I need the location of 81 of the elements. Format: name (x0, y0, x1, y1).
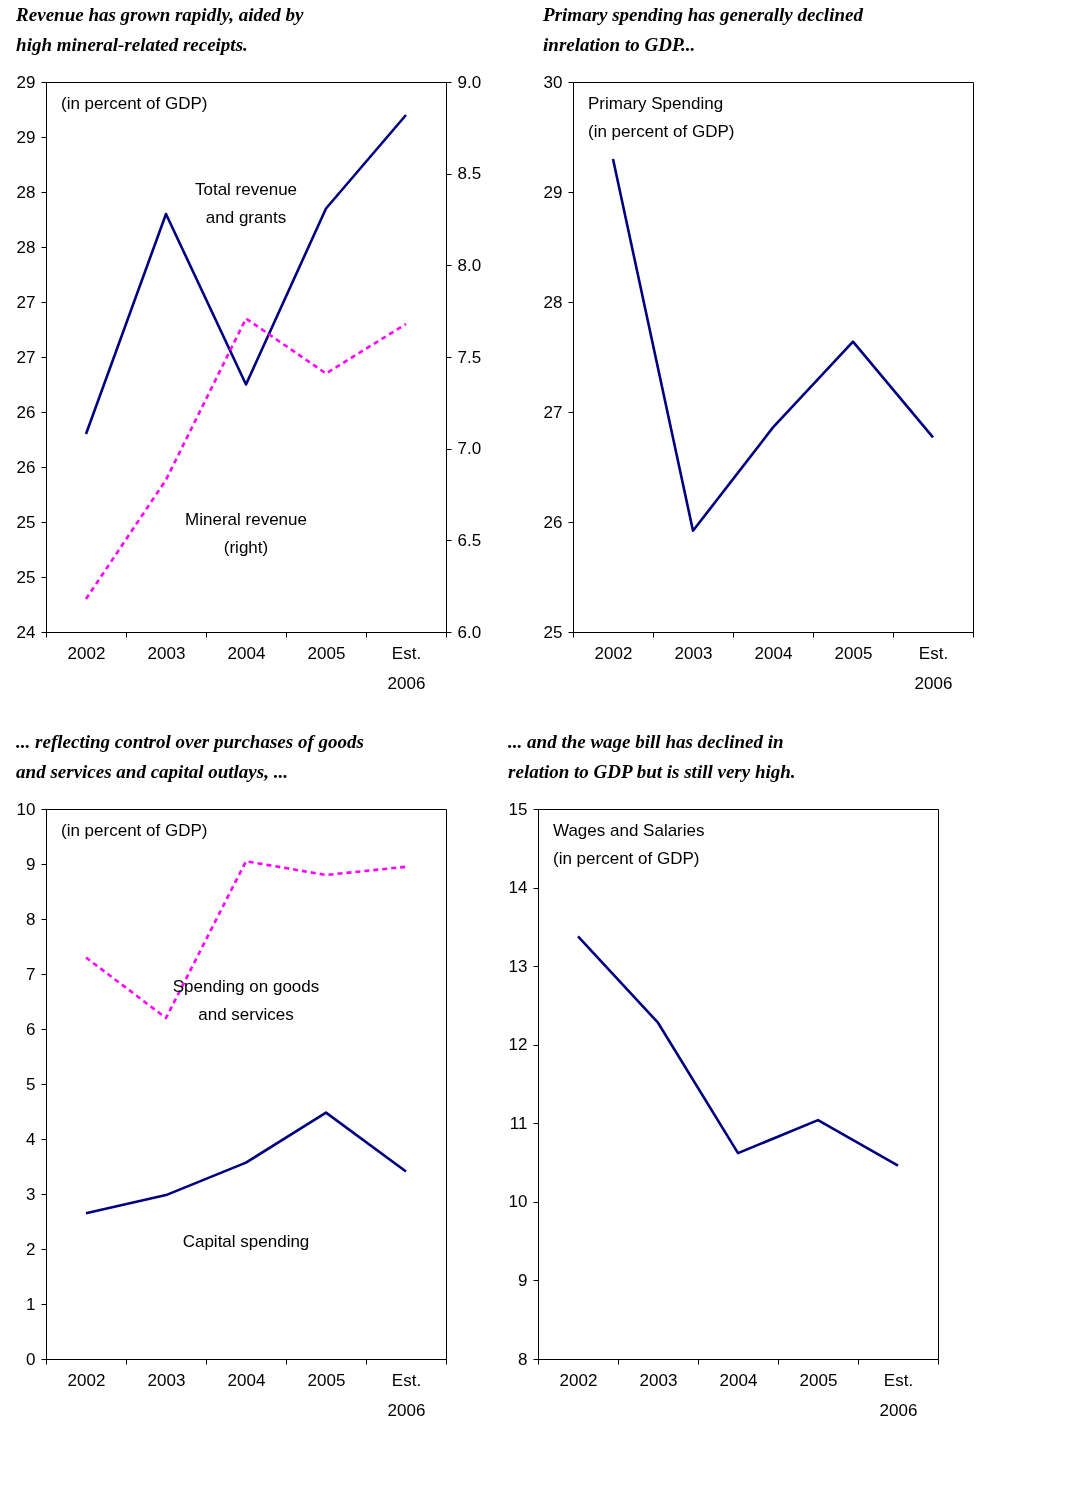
y-tick-label: 6 (26, 1019, 36, 1039)
y-tick-label: 28 (16, 182, 36, 202)
series-label: Mineral revenue (right) (185, 510, 307, 557)
y2-tick-label: 6.5 (457, 530, 482, 550)
y-tick-label: 15 (508, 799, 528, 819)
x-tick-label: Est. 2006 (914, 643, 953, 693)
annotation: Wages and Salaries (in percent of GDP) (553, 821, 705, 868)
x-tick-label: 2004 (227, 643, 266, 663)
y-tick-label: 0 (26, 1349, 36, 1369)
line-series (611, 157, 935, 533)
text: Capital spending (182, 1232, 310, 1251)
y-tick-label: 8 (26, 909, 36, 929)
y-tick-label: 25 (16, 567, 36, 587)
y-tick-label: 12 (508, 1035, 528, 1055)
y-tick-label: 10 (508, 1192, 528, 1212)
x-tick-label: Est. 2006 (879, 1370, 918, 1420)
y-tick-label: 24 (16, 622, 36, 642)
chart-title: ... and the wage bill has declined in relation to GDP but is still very high. (508, 731, 796, 782)
x-tick-label: 2004 (719, 1370, 758, 1390)
y-tick-label: 9 (518, 1270, 528, 1290)
y-tick-label: 3 (26, 1184, 36, 1204)
chart-title: Revenue has grown rapidly, aided by high mineral-related receipts. (15, 4, 305, 55)
y-tick-label: 8 (518, 1349, 528, 1369)
y-tick-label: 26 (543, 512, 563, 532)
line-series (576, 934, 900, 1168)
annotation: (in percent of GDP) (61, 94, 208, 113)
x-tick-label: 2005 (307, 643, 346, 663)
x-tick-label: 2003 (147, 1370, 186, 1390)
y-tick-label: 27 (16, 347, 36, 367)
line-series (84, 1111, 408, 1215)
series-label: Spending on goods and services (172, 977, 320, 1024)
y-tick-label: 1 (26, 1294, 36, 1314)
y-tick-label: 11 (509, 1113, 528, 1133)
x-tick-label: 2002 (67, 643, 106, 663)
y-tick-label: 28 (16, 237, 36, 257)
x-tick-label: 2004 (227, 1370, 266, 1390)
x-tick-label: 2003 (674, 643, 713, 663)
y-tick-label: 28 (543, 292, 563, 312)
y-tick-label: 29 (16, 127, 36, 147)
x-tick-label: 2002 (559, 1370, 598, 1390)
x-tick-label: 2002 (594, 643, 633, 663)
y-tick-label: 13 (508, 956, 528, 976)
series-label: Total revenue and grants (194, 180, 298, 227)
y-tick-label: 26 (16, 457, 36, 477)
x-tick-label: 2003 (639, 1370, 678, 1390)
x-tick-label: 2005 (307, 1370, 346, 1390)
x-tick-label: Est. 2006 (387, 1370, 426, 1420)
x-tick-label: 2005 (834, 643, 873, 663)
chart-title: Primary spending has generally declined inrelation to GDP... (542, 4, 864, 55)
y-tick-label: 25 (16, 512, 36, 532)
y-tick-label: 26 (16, 402, 36, 422)
y-tick-label: 4 (26, 1129, 36, 1149)
y-tick-label: 29 (543, 182, 563, 202)
line-series (84, 317, 408, 601)
chart-title: ... reflecting control over purchases of goods and services and capital outlays, ... (16, 731, 364, 782)
y-tick-label: 2 (26, 1239, 36, 1259)
x-tick-label: 2005 (799, 1370, 838, 1390)
annotation: (in percent of GDP) (61, 821, 208, 840)
y2-tick-label: 8.5 (457, 164, 482, 184)
y-tick-label: 29 (16, 72, 36, 92)
y2-tick-label: 7.5 (457, 347, 482, 367)
y-tick-label: 27 (16, 292, 36, 312)
annotation: Primary Spending (in percent of GDP) (588, 94, 735, 141)
y-tick-label: 5 (26, 1074, 36, 1094)
x-tick-label: Est. 2006 (387, 643, 426, 693)
x-tick-label: 2003 (147, 643, 186, 663)
y-tick-label: 9 (26, 854, 36, 874)
x-tick-label: 2004 (754, 643, 793, 663)
x-tick-label: 2002 (67, 1370, 106, 1390)
y-tick-label: 25 (543, 622, 563, 642)
y2-tick-label: 7.0 (457, 439, 482, 459)
y2-tick-label: 9.0 (457, 72, 482, 92)
line-series (84, 113, 408, 436)
y-tick-label: 10 (16, 799, 36, 819)
y-tick-label: 7 (26, 964, 36, 984)
y-tick-label: 30 (543, 72, 563, 92)
y2-tick-label: 8.0 (457, 255, 482, 275)
y-tick-label: 14 (508, 878, 528, 898)
line-series (84, 859, 408, 1020)
y-tick-label: 27 (543, 402, 563, 422)
y2-tick-label: 6.0 (457, 622, 482, 642)
